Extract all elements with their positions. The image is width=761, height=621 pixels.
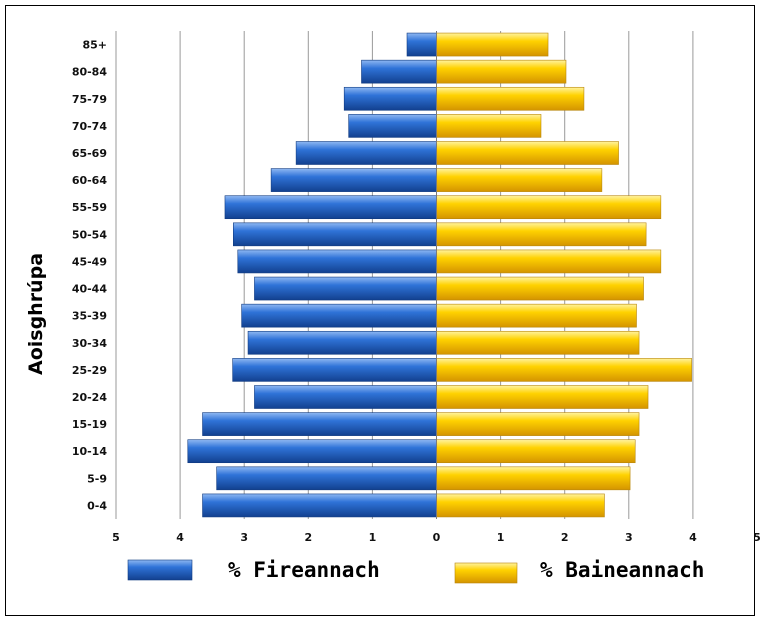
age-group-label: 30-34 bbox=[72, 337, 108, 350]
x-tick-label: 3 bbox=[625, 531, 633, 544]
age-group-label: 60-64 bbox=[72, 174, 108, 187]
bar-female-60-64 bbox=[436, 168, 603, 192]
bar-male-70-74 bbox=[348, 114, 437, 138]
bar-male-0-4 bbox=[202, 493, 437, 518]
x-tick-label: 2 bbox=[561, 531, 569, 544]
age-group-label: 10-14 bbox=[72, 445, 108, 458]
bar-male-65-69 bbox=[295, 141, 437, 165]
bar-female-40-44 bbox=[436, 276, 644, 301]
legend-swatch-male bbox=[127, 559, 193, 581]
bar-male-85+ bbox=[406, 32, 437, 57]
bar-male-35-39 bbox=[241, 303, 437, 328]
bar-male-20-24 bbox=[254, 385, 437, 409]
bar-male-55-59 bbox=[224, 195, 437, 220]
bar-female-70-74 bbox=[436, 114, 542, 138]
age-group-label: 0-4 bbox=[87, 499, 107, 512]
age-group-label: 5-9 bbox=[87, 472, 107, 485]
age-group-label: 75-79 bbox=[72, 93, 107, 106]
age-group-label: 40-44 bbox=[72, 283, 108, 296]
bar-male-30-34 bbox=[247, 330, 437, 355]
age-group-label: 80-84 bbox=[72, 66, 108, 79]
bar-male-60-64 bbox=[270, 168, 437, 192]
bar-female-50-54 bbox=[436, 222, 647, 247]
x-tick-label: 5 bbox=[112, 531, 120, 544]
labels: 5 4 3 2 1 0 1 2 3 4 5 0-4 5-9 10-14 15-19 20-24 25-29 30-… bbox=[72, 39, 761, 544]
bar-male-25-29 bbox=[232, 358, 437, 382]
bar-male-5-9 bbox=[216, 466, 437, 491]
age-group-label: 85+ bbox=[82, 39, 107, 52]
bar-male-80-84 bbox=[361, 59, 437, 84]
age-group-label: 65-69 bbox=[72, 147, 107, 160]
bar-female-35-39 bbox=[436, 303, 637, 328]
x-tick-label: 4 bbox=[176, 531, 184, 544]
bar-female-15-19 bbox=[436, 412, 640, 436]
bar-female-75-79 bbox=[436, 86, 585, 111]
x-tick-label: 4 bbox=[689, 531, 697, 544]
age-group-label: 20-24 bbox=[72, 391, 108, 404]
bar-female-0-4 bbox=[436, 493, 605, 518]
bar-female-5-9 bbox=[436, 466, 631, 491]
age-group-label: 15-19 bbox=[72, 418, 107, 431]
y-axis-label: Aoisghrúpa bbox=[25, 253, 47, 375]
bar-female-10-14 bbox=[436, 439, 636, 464]
legend-label-male: % Fireannach bbox=[228, 558, 380, 582]
bar-female-65-69 bbox=[436, 141, 619, 165]
bar-male-75-79 bbox=[343, 86, 437, 111]
age-group-label: 45-49 bbox=[72, 255, 107, 268]
bar-female-30-34 bbox=[436, 330, 640, 355]
x-tick-label: 3 bbox=[240, 531, 248, 544]
bar-female-20-24 bbox=[436, 385, 649, 409]
bar-female-25-29 bbox=[436, 358, 692, 382]
x-tick-label: 5 bbox=[753, 531, 761, 544]
x-tick-label: 0 bbox=[433, 531, 441, 544]
bar-female-55-59 bbox=[436, 195, 662, 220]
legend-label-female: % Baineannach bbox=[540, 558, 704, 582]
bar-female-80-84 bbox=[436, 59, 567, 84]
x-tick-label: 2 bbox=[304, 531, 312, 544]
x-tick-label: 1 bbox=[497, 531, 505, 544]
bars bbox=[187, 31, 692, 519]
legend-swatch-female bbox=[454, 562, 518, 584]
bar-female-45-49 bbox=[436, 249, 662, 274]
age-group-label: 50-54 bbox=[72, 228, 108, 241]
legend: % Fireannach % Baineannach bbox=[127, 558, 704, 584]
x-tick-label: 1 bbox=[369, 531, 377, 544]
bar-male-15-19 bbox=[202, 412, 437, 436]
bar-male-50-54 bbox=[233, 222, 437, 247]
age-group-label: 35-39 bbox=[72, 310, 107, 323]
bar-male-40-44 bbox=[254, 276, 437, 301]
gridlines bbox=[115, 31, 694, 519]
bar-male-10-14 bbox=[187, 439, 437, 464]
age-group-label: 70-74 bbox=[72, 120, 108, 133]
age-group-label: 55-59 bbox=[72, 201, 107, 214]
age-group-label: 25-29 bbox=[72, 364, 107, 377]
bar-male-45-49 bbox=[237, 249, 437, 274]
bar-female-85+ bbox=[436, 32, 549, 57]
